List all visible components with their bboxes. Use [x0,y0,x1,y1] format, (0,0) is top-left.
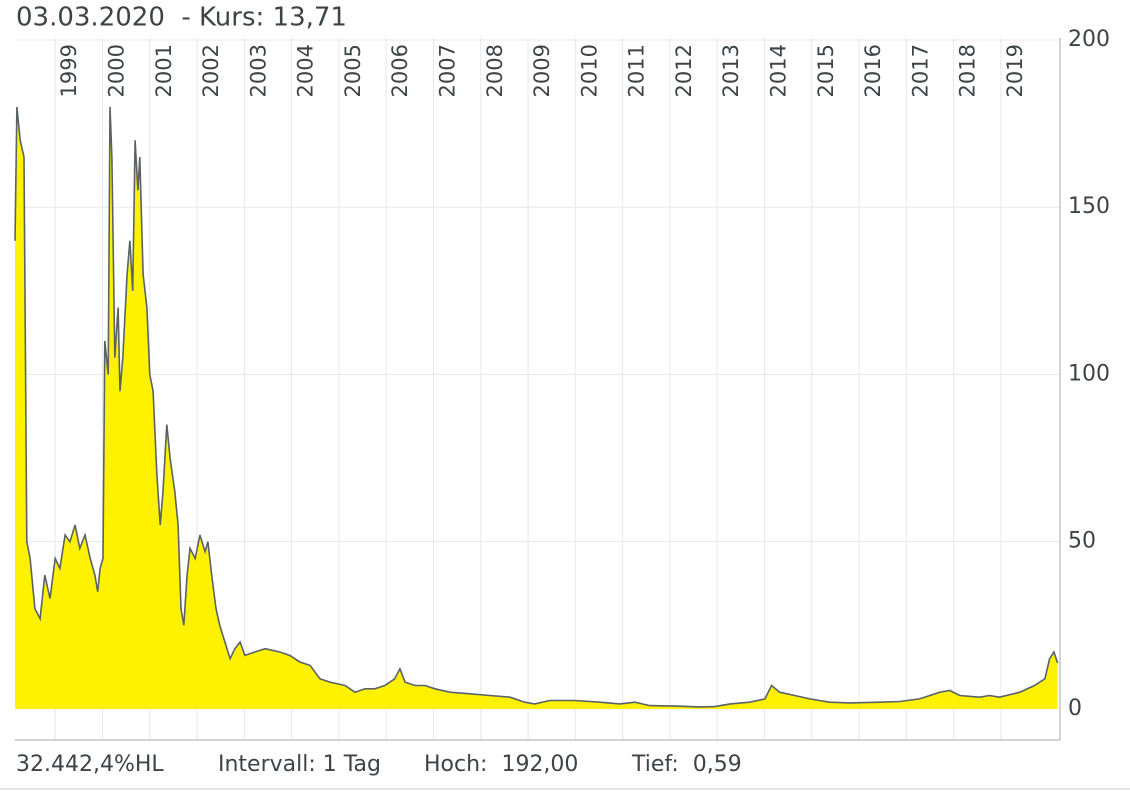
y-tick-label: 50 [1068,529,1096,554]
plot [14,38,1060,740]
x-tick-label: 2015 [814,44,838,97]
x-tick-label: 1999 [57,44,81,97]
x-tick-label: 2012 [672,44,696,97]
y-tick-label: 150 [1068,194,1110,219]
chart-title: 03.03.2020 - Kurs: 13,71 [16,3,347,33]
x-tick-label: 2003 [246,44,270,97]
x-tick-label: 2011 [625,44,649,97]
footer-note: Hoch: 192,00 [424,752,578,777]
x-tick-label: 2000 [104,44,128,97]
x-tick-label: 2010 [577,44,601,97]
footer-note: Tief: 0,59 [631,752,742,777]
x-tick-label: 2004 [294,44,318,97]
footer-note: 32.442,4%HL [16,752,164,777]
x-tick-label: 2019 [1003,44,1027,97]
x-tick-label: 2006 [388,44,412,97]
area [15,106,1058,709]
y-tick-label: 200 [1068,27,1110,52]
x-tick-label: 2018 [956,44,980,97]
x-tick-label: 2013 [719,44,743,97]
x-tick-label: 2009 [530,44,554,97]
x-tick-label: 2002 [199,44,223,97]
footer-note: Intervall: 1 Tag [218,752,381,777]
x-tick-label: 2017 [908,44,932,97]
x-tick-label: 2008 [483,44,507,97]
price-line [14,106,1059,708]
x-tick-label: 2001 [152,44,176,97]
x-tick-label: 2014 [766,44,790,97]
x-tick-label: 2005 [341,44,365,97]
y-tick-label: 0 [1068,696,1082,721]
y-tick-label: 100 [1068,361,1110,386]
x-tick-label: 2007 [435,44,459,97]
x-tick-label: 2016 [861,44,885,97]
